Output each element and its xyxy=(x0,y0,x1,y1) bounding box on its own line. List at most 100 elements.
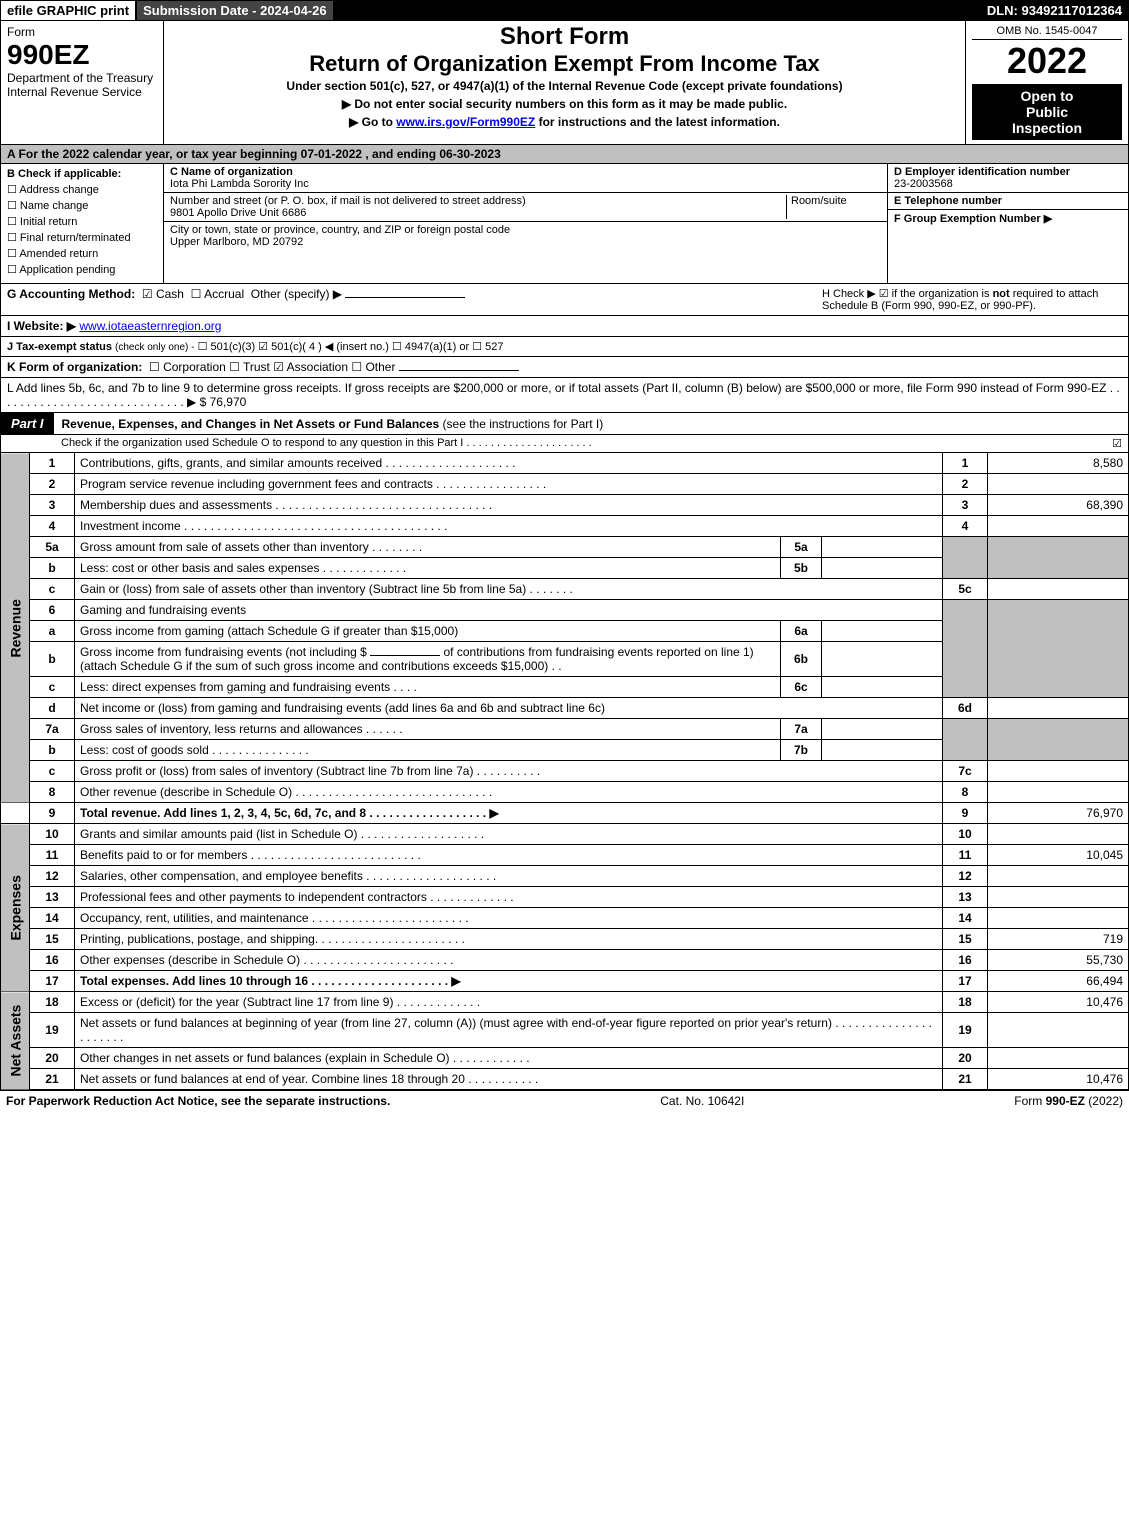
ln2-amtno: 2 xyxy=(943,474,988,495)
group-exemption-label: F Group Exemption Number ▶ xyxy=(894,213,1052,225)
revenue-table: Revenue 1 Contributions, gifts, grants, … xyxy=(0,453,1129,824)
other-org-line[interactable] xyxy=(399,370,519,371)
open-to-public: Open to Public Inspection xyxy=(972,84,1122,140)
efile-print[interactable]: efile GRAPHIC print xyxy=(1,1,137,20)
ln5c-amt xyxy=(988,579,1129,600)
instr-post: for instructions and the latest informat… xyxy=(539,115,780,129)
ln11-amt: 10,045 xyxy=(988,845,1129,866)
ln21-amtno: 21 xyxy=(943,1069,988,1090)
sections-def: D Employer identification number 23-2003… xyxy=(887,164,1128,283)
ln16-desc: Other expenses (describe in Schedule O) … xyxy=(75,950,943,971)
opt-other[interactable]: Other (specify) ▶ xyxy=(251,287,342,301)
ln20-amtno: 20 xyxy=(943,1048,988,1069)
side-expenses: Expenses xyxy=(1,824,30,992)
section-d: D Employer identification number 23-2003… xyxy=(888,164,1128,193)
opt-final-return[interactable]: ☐ Final return/terminated xyxy=(7,231,157,244)
ln2-amt xyxy=(988,474,1129,495)
ln4-no: 4 xyxy=(30,516,75,537)
tax-exempt-opts[interactable]: ☐ 501(c)(3) ☑ 501(c)( 4 ) ◀ (insert no.)… xyxy=(198,341,504,353)
ln6c-mini-no: 6c xyxy=(781,677,822,698)
ln6d-amtno: 6d xyxy=(943,698,988,719)
ln6a-mini-amt xyxy=(822,621,943,642)
opt-initial-return[interactable]: ☐ Initial return xyxy=(7,215,157,228)
ln18-no: 18 xyxy=(30,992,75,1013)
ln19-amt xyxy=(988,1013,1129,1048)
ln19-desc: Net assets or fund balances at beginning… xyxy=(75,1013,943,1048)
ln5ab-shade-amt xyxy=(988,537,1129,579)
ln7a-desc: Gross sales of inventory, less returns a… xyxy=(75,719,781,740)
ln5c-amtno: 5c xyxy=(943,579,988,600)
top-bar: efile GRAPHIC print Submission Date - 20… xyxy=(0,0,1129,21)
form-title-block: Short Form Return of Organization Exempt… xyxy=(164,21,965,144)
ln14-no: 14 xyxy=(30,908,75,929)
form-right-block: OMB No. 1545-0047 2022 Open to Public In… xyxy=(965,21,1128,144)
ln6b-mini-amt xyxy=(822,642,943,677)
h-text1: H Check ▶ ☑ if the organization is xyxy=(822,288,993,300)
name-label: C Name of organization xyxy=(170,166,293,178)
part1-sub-check[interactable]: ☑ xyxy=(1112,437,1122,450)
ln17-amtno: 17 xyxy=(943,971,988,992)
ln18-amt: 10,476 xyxy=(988,992,1129,1013)
gross-receipts-value: 76,970 xyxy=(210,395,247,409)
ln3-amt: 68,390 xyxy=(988,495,1129,516)
ln5b-desc: Less: cost or other basis and sales expe… xyxy=(75,558,781,579)
ln21-no: 21 xyxy=(30,1069,75,1090)
footer: For Paperwork Reduction Act Notice, see … xyxy=(0,1090,1129,1111)
ln14-amt xyxy=(988,908,1129,929)
opt-address-change[interactable]: ☐ Address change xyxy=(7,183,157,196)
ln19-no: 19 xyxy=(30,1013,75,1048)
submission-date: Submission Date - 2024-04-26 xyxy=(137,1,335,20)
section-h: H Check ▶ ☑ if the organization is not r… xyxy=(822,287,1122,312)
ln11-desc: Benefits paid to or for members . . . . … xyxy=(75,845,943,866)
inspect-line3: Inspection xyxy=(974,120,1120,136)
website-link[interactable]: www.iotaeasternregion.org xyxy=(79,319,221,333)
opt-cash[interactable]: Cash xyxy=(156,287,184,301)
ln6-desc: Gaming and fundraising events xyxy=(75,600,943,621)
other-specify-line[interactable] xyxy=(345,297,465,298)
section-b-label: B Check if applicable: xyxy=(7,168,157,180)
addr-label: Number and street (or P. O. box, if mail… xyxy=(170,195,526,207)
section-b: B Check if applicable: ☐ Address change … xyxy=(1,164,164,283)
instr-link-line: ▶ Go to www.irs.gov/Form990EZ for instru… xyxy=(170,115,959,129)
form-of-org-opts[interactable]: ☐ Corporation ☐ Trust ☑ Association ☐ Ot… xyxy=(149,360,395,374)
ln16-amtno: 16 xyxy=(943,950,988,971)
ln6-shade-no xyxy=(943,600,988,698)
form-title: Return of Organization Exempt From Incom… xyxy=(170,51,959,77)
ln7a-mini-amt xyxy=(822,719,943,740)
opt-application-pending[interactable]: ☐ Application pending xyxy=(7,263,157,276)
ln7c-no: c xyxy=(30,761,75,782)
top-bar-left: efile GRAPHIC print Submission Date - 20… xyxy=(1,1,335,20)
ln11-no: 11 xyxy=(30,845,75,866)
city-row: City or town, state or province, country… xyxy=(164,222,887,250)
section-l: L Add lines 5b, 6c, and 7b to line 9 to … xyxy=(0,378,1129,413)
part1-header: Part I Revenue, Expenses, and Changes in… xyxy=(0,413,1129,435)
ln12-desc: Salaries, other compensation, and employ… xyxy=(75,866,943,887)
opt-amended-return[interactable]: ☐ Amended return xyxy=(7,247,157,260)
ln16-no: 16 xyxy=(30,950,75,971)
section-l-text: L Add lines 5b, 6c, and 7b to line 9 to … xyxy=(7,381,1120,409)
org-name-row: C Name of organization Iota Phi Lambda S… xyxy=(164,164,887,193)
ln3-desc: Membership dues and assessments . . . . … xyxy=(75,495,943,516)
irs-link[interactable]: www.irs.gov/Form990EZ xyxy=(396,115,535,129)
room-suite: Room/suite xyxy=(786,195,881,219)
ln13-no: 13 xyxy=(30,887,75,908)
ln18-desc: Excess or (deficit) for the year (Subtra… xyxy=(75,992,943,1013)
dln: DLN: 93492117012364 xyxy=(981,1,1128,20)
ln6c-no: c xyxy=(30,677,75,698)
section-j: J Tax-exempt status (check only one) - ☐… xyxy=(0,337,1129,357)
ln6b-blank[interactable] xyxy=(370,655,440,656)
part1-tab: Part I xyxy=(1,413,54,434)
ln5b-mini-amt xyxy=(822,558,943,579)
ln17-no: 17 xyxy=(30,971,75,992)
side-revenue: Revenue xyxy=(1,453,30,803)
opt-name-change[interactable]: ☐ Name change xyxy=(7,199,157,212)
org-name: Iota Phi Lambda Sorority Inc xyxy=(170,178,309,190)
ln6b-mini-no: 6b xyxy=(781,642,822,677)
ln11-amtno: 11 xyxy=(943,845,988,866)
ln9-desc: Total revenue. Add lines 1, 2, 3, 4, 5c,… xyxy=(75,803,943,824)
ln19-amtno: 19 xyxy=(943,1013,988,1048)
footer-left: For Paperwork Reduction Act Notice, see … xyxy=(6,1094,390,1108)
section-g: G Accounting Method: ☑ Cash ☐ Accrual Ot… xyxy=(7,287,465,312)
ln20-amt xyxy=(988,1048,1129,1069)
opt-accrual[interactable]: Accrual xyxy=(204,287,244,301)
